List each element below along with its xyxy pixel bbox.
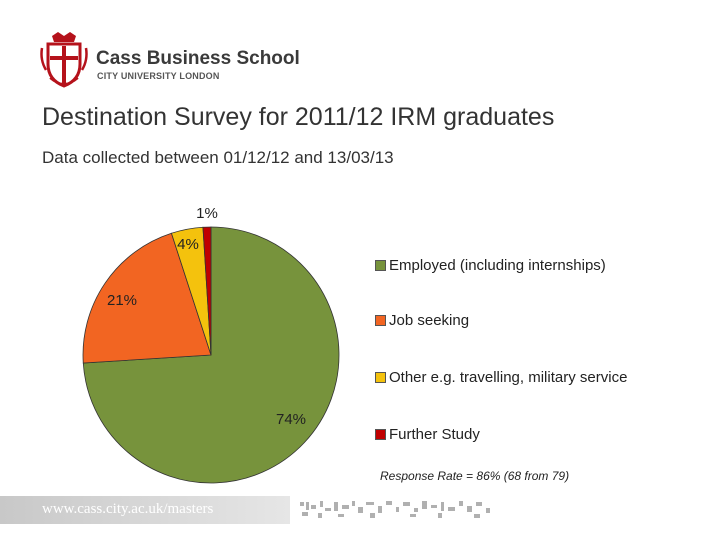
- legend-swatch: [375, 314, 386, 326]
- cass-logo: Cass Business School CITY UNIVERSITY LON…: [38, 30, 300, 88]
- slice-label: 1%: [196, 205, 218, 222]
- slice-label: 21%: [107, 292, 137, 309]
- footer-band: www.cass.city.ac.uk/masters: [0, 496, 290, 524]
- legend-label: Job seeking: [389, 311, 470, 329]
- logo-subtitle: CITY UNIVERSITY LONDON: [97, 71, 220, 81]
- legend-swatch: [375, 371, 386, 383]
- legend-item: Employed (including internships): [375, 256, 606, 274]
- slice-label: 74%: [276, 411, 306, 428]
- logo-name: Cass Business School: [96, 48, 300, 69]
- legend-item: Other e.g. travelling, military service: [375, 368, 628, 386]
- page-title: Destination Survey for 2011/12 IRM gradu…: [42, 103, 555, 131]
- slice-label: 4%: [177, 236, 199, 253]
- page-subtitle: Data collected between 01/12/12 and 13/0…: [42, 148, 394, 167]
- legend-item: Further Study: [375, 425, 480, 443]
- legend-label: Other e.g. travelling, military service: [389, 368, 628, 386]
- footer: www.cass.city.ac.uk/masters: [0, 496, 720, 524]
- legend-swatch: [375, 428, 386, 440]
- legend-swatch: [375, 259, 386, 271]
- response-rate-note: Response Rate = 86% (68 from 79): [380, 469, 570, 483]
- legend-label: Employed (including internships): [389, 256, 606, 274]
- pie-slice-further-study: [202, 226, 212, 356]
- footer-url[interactable]: www.cass.city.ac.uk/masters: [42, 501, 214, 517]
- legend-label: Further Study: [389, 425, 480, 443]
- crest-icon: [40, 32, 88, 88]
- legend-item: Job seeking: [375, 311, 470, 329]
- pie-slice-job-seeking: [82, 232, 212, 364]
- footer-pattern-icon: [300, 501, 490, 518]
